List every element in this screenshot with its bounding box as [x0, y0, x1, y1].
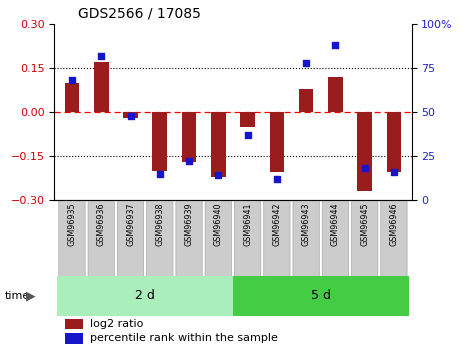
Text: GSM96946: GSM96946: [389, 203, 398, 246]
Text: GSM96941: GSM96941: [243, 203, 252, 246]
Point: [244, 132, 251, 138]
Text: GSM96936: GSM96936: [97, 203, 106, 246]
FancyBboxPatch shape: [322, 199, 349, 277]
Text: GSM96940: GSM96940: [214, 203, 223, 246]
FancyBboxPatch shape: [351, 199, 378, 277]
Bar: [299, 89, 314, 112]
Text: 5 d: 5 d: [311, 289, 331, 302]
Point: [273, 176, 280, 182]
Text: ▶: ▶: [26, 289, 35, 302]
Point: [185, 159, 193, 164]
Bar: [328, 77, 343, 112]
FancyBboxPatch shape: [176, 199, 202, 277]
Text: log2 ratio: log2 ratio: [90, 318, 143, 328]
Text: GSM96942: GSM96942: [272, 203, 281, 246]
FancyBboxPatch shape: [235, 199, 261, 277]
Text: 2 d: 2 d: [135, 289, 155, 302]
Text: GSM96935: GSM96935: [68, 203, 77, 246]
Bar: [233, 276, 409, 316]
FancyBboxPatch shape: [147, 199, 173, 277]
Text: GDS2566 / 17085: GDS2566 / 17085: [78, 7, 201, 21]
FancyBboxPatch shape: [381, 199, 407, 277]
Bar: [386, 112, 401, 172]
Point: [361, 166, 368, 171]
Bar: [240, 112, 255, 127]
FancyBboxPatch shape: [88, 199, 114, 277]
FancyBboxPatch shape: [117, 199, 144, 277]
Point: [215, 173, 222, 178]
FancyBboxPatch shape: [59, 199, 85, 277]
Point: [332, 42, 339, 48]
Bar: [65, 83, 79, 112]
Text: percentile rank within the sample: percentile rank within the sample: [90, 333, 278, 343]
Bar: [123, 112, 138, 118]
Point: [97, 53, 105, 59]
FancyBboxPatch shape: [263, 199, 290, 277]
Text: GSM96943: GSM96943: [302, 203, 311, 246]
FancyBboxPatch shape: [293, 199, 319, 277]
Bar: [94, 62, 108, 112]
Bar: [358, 112, 372, 191]
Bar: [182, 112, 196, 162]
Point: [68, 78, 76, 83]
Text: time: time: [5, 291, 30, 301]
Point: [390, 169, 398, 175]
Text: GSM96938: GSM96938: [155, 203, 164, 246]
Point: [302, 60, 310, 66]
FancyBboxPatch shape: [205, 199, 231, 277]
Text: GSM96937: GSM96937: [126, 203, 135, 246]
Bar: [65, 333, 83, 344]
Point: [127, 113, 134, 118]
Bar: [152, 112, 167, 171]
Text: GSM96945: GSM96945: [360, 203, 369, 246]
Text: GSM96939: GSM96939: [184, 203, 193, 246]
Bar: [270, 112, 284, 172]
Point: [156, 171, 164, 177]
Bar: [57, 276, 233, 316]
Text: GSM96944: GSM96944: [331, 203, 340, 246]
Bar: [65, 319, 83, 329]
Bar: [211, 112, 226, 177]
